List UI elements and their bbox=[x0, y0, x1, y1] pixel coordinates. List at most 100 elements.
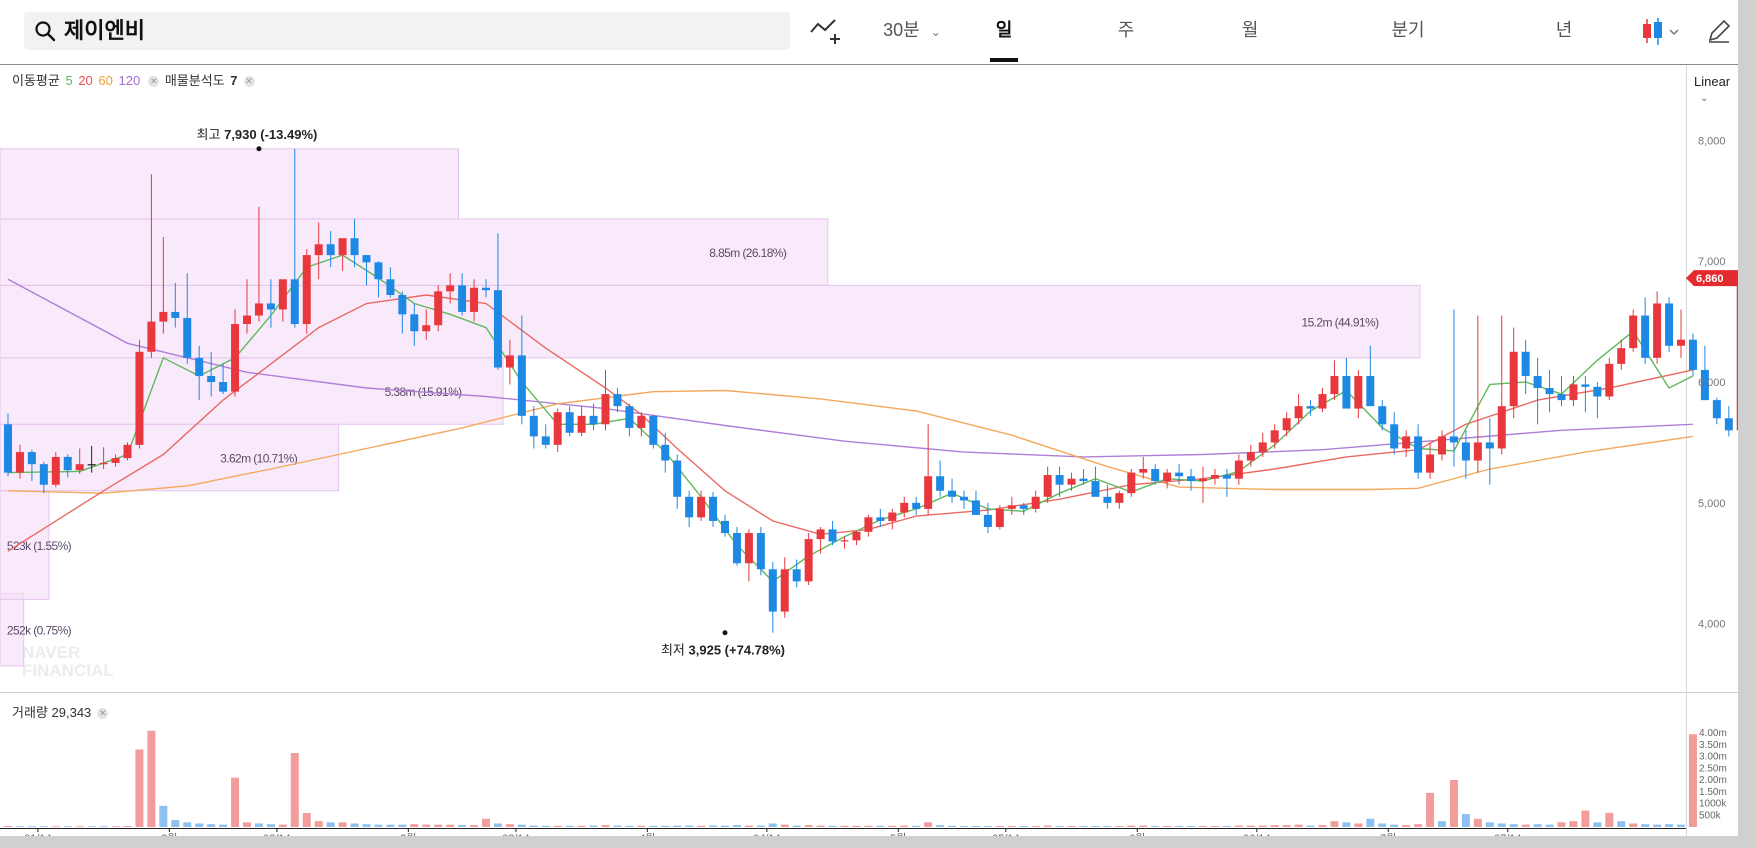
candle-body bbox=[553, 412, 562, 445]
candle-body bbox=[1485, 442, 1494, 449]
candle bbox=[1414, 424, 1423, 479]
volume-profile-bar bbox=[0, 284, 1421, 359]
candle bbox=[266, 279, 275, 328]
volume-bar bbox=[362, 824, 371, 827]
volume-bar bbox=[1139, 825, 1148, 827]
candle-body bbox=[517, 355, 526, 416]
candle bbox=[111, 454, 120, 467]
candle bbox=[1629, 309, 1638, 352]
volume-tick-label: 2.50m bbox=[1699, 763, 1727, 774]
volume-bar bbox=[1127, 825, 1136, 827]
candle-body bbox=[601, 394, 610, 425]
search-box[interactable]: 제이엔비 bbox=[24, 12, 790, 50]
candle-body bbox=[171, 311, 180, 318]
candle-body bbox=[1665, 303, 1674, 346]
candle bbox=[1067, 472, 1076, 491]
close-icon[interactable]: ✕ bbox=[243, 76, 255, 88]
candle bbox=[326, 230, 335, 268]
candle bbox=[75, 448, 84, 474]
candle bbox=[888, 508, 897, 530]
candle-body bbox=[924, 476, 933, 509]
volume-bar bbox=[1677, 824, 1685, 827]
close-icon[interactable]: ✕ bbox=[97, 708, 109, 720]
volume-tick-label: 1000k bbox=[1699, 799, 1727, 810]
volume-bar bbox=[1270, 825, 1279, 827]
scale-mode-dropdown[interactable]: Linear ⌄ bbox=[1694, 74, 1738, 104]
x-axis-tick-label: 02/14 bbox=[263, 833, 291, 836]
volume-bar bbox=[625, 825, 634, 827]
period-30min-dropdown[interactable]: 30분 ⌄ bbox=[872, 0, 952, 60]
high-value: 7,930 bbox=[224, 127, 260, 142]
volume-profile-label: 8.85m (26.18%) bbox=[709, 246, 787, 260]
volume-tick-label: 500k bbox=[1699, 810, 1722, 821]
candle-body bbox=[1581, 384, 1590, 387]
volume-bar bbox=[685, 825, 694, 827]
candle bbox=[924, 424, 933, 515]
tab-quarter[interactable]: 분기 bbox=[1391, 20, 1425, 40]
candle bbox=[900, 496, 909, 518]
x-axis-tick-label: 7월 bbox=[1380, 832, 1396, 836]
candle bbox=[254, 206, 263, 322]
pencil-icon[interactable] bbox=[1706, 18, 1732, 44]
candle-body bbox=[1473, 442, 1482, 461]
tab-month[interactable]: 월 bbox=[1241, 20, 1259, 40]
volume-profile-bar bbox=[0, 490, 50, 600]
volume-bar bbox=[613, 825, 622, 827]
candle-body bbox=[577, 415, 586, 433]
tab-day[interactable]: 일 bbox=[995, 20, 1013, 40]
y-axis-tick-label: 4,000 bbox=[1698, 619, 1726, 631]
candle-body bbox=[900, 502, 909, 513]
candle bbox=[1473, 315, 1482, 473]
candle bbox=[1234, 454, 1243, 485]
candle-body bbox=[1605, 363, 1614, 397]
volume-bar bbox=[1175, 826, 1184, 827]
volume-bar bbox=[1222, 826, 1231, 827]
candle-body bbox=[410, 314, 419, 332]
candle bbox=[864, 514, 873, 537]
last-price-label: 6,860 bbox=[1696, 273, 1724, 285]
candle bbox=[876, 508, 885, 527]
candle bbox=[1187, 469, 1196, 491]
trend-line-tool-icon[interactable] bbox=[808, 14, 842, 46]
volume-bar bbox=[697, 825, 706, 827]
volume-bar bbox=[254, 823, 263, 827]
volume-bar bbox=[87, 826, 96, 828]
candle-body bbox=[1282, 418, 1291, 431]
candle bbox=[1163, 469, 1172, 489]
candle bbox=[721, 514, 729, 537]
candle bbox=[912, 496, 921, 515]
candle-body bbox=[1724, 418, 1733, 431]
candle-body bbox=[1055, 475, 1064, 485]
volume-bar bbox=[637, 825, 646, 827]
volume-bar bbox=[852, 825, 861, 827]
candle-body bbox=[1414, 436, 1423, 473]
candle-body bbox=[649, 415, 658, 445]
candle bbox=[159, 237, 168, 334]
volume-bar bbox=[1342, 822, 1351, 827]
volume-bar bbox=[75, 826, 84, 828]
candle-body bbox=[864, 517, 873, 532]
tab-week[interactable]: 주 bbox=[1117, 20, 1135, 40]
candle-body bbox=[983, 514, 992, 527]
candle bbox=[99, 447, 108, 469]
volume-bar bbox=[649, 825, 658, 827]
candle bbox=[1175, 464, 1184, 485]
candle-type-icon[interactable] bbox=[1640, 16, 1684, 48]
candle-body bbox=[493, 290, 502, 368]
volume-bar bbox=[159, 805, 168, 827]
volume-bar bbox=[709, 825, 718, 827]
candle-body bbox=[302, 255, 311, 324]
volume-profile-label: 252k (0.75%) bbox=[7, 624, 72, 638]
candle-body bbox=[350, 238, 359, 256]
volume-bar bbox=[792, 825, 801, 827]
candle-body bbox=[1712, 400, 1721, 419]
high-marker bbox=[256, 146, 262, 152]
volume-bar bbox=[1366, 818, 1375, 827]
search-input[interactable]: 제이엔비 bbox=[64, 18, 145, 43]
close-icon[interactable]: ✕ bbox=[148, 76, 160, 88]
tab-year[interactable]: 년 bbox=[1555, 20, 1573, 40]
candle-body bbox=[434, 291, 443, 326]
volume-bar bbox=[601, 825, 610, 827]
volume-bar bbox=[541, 825, 550, 827]
